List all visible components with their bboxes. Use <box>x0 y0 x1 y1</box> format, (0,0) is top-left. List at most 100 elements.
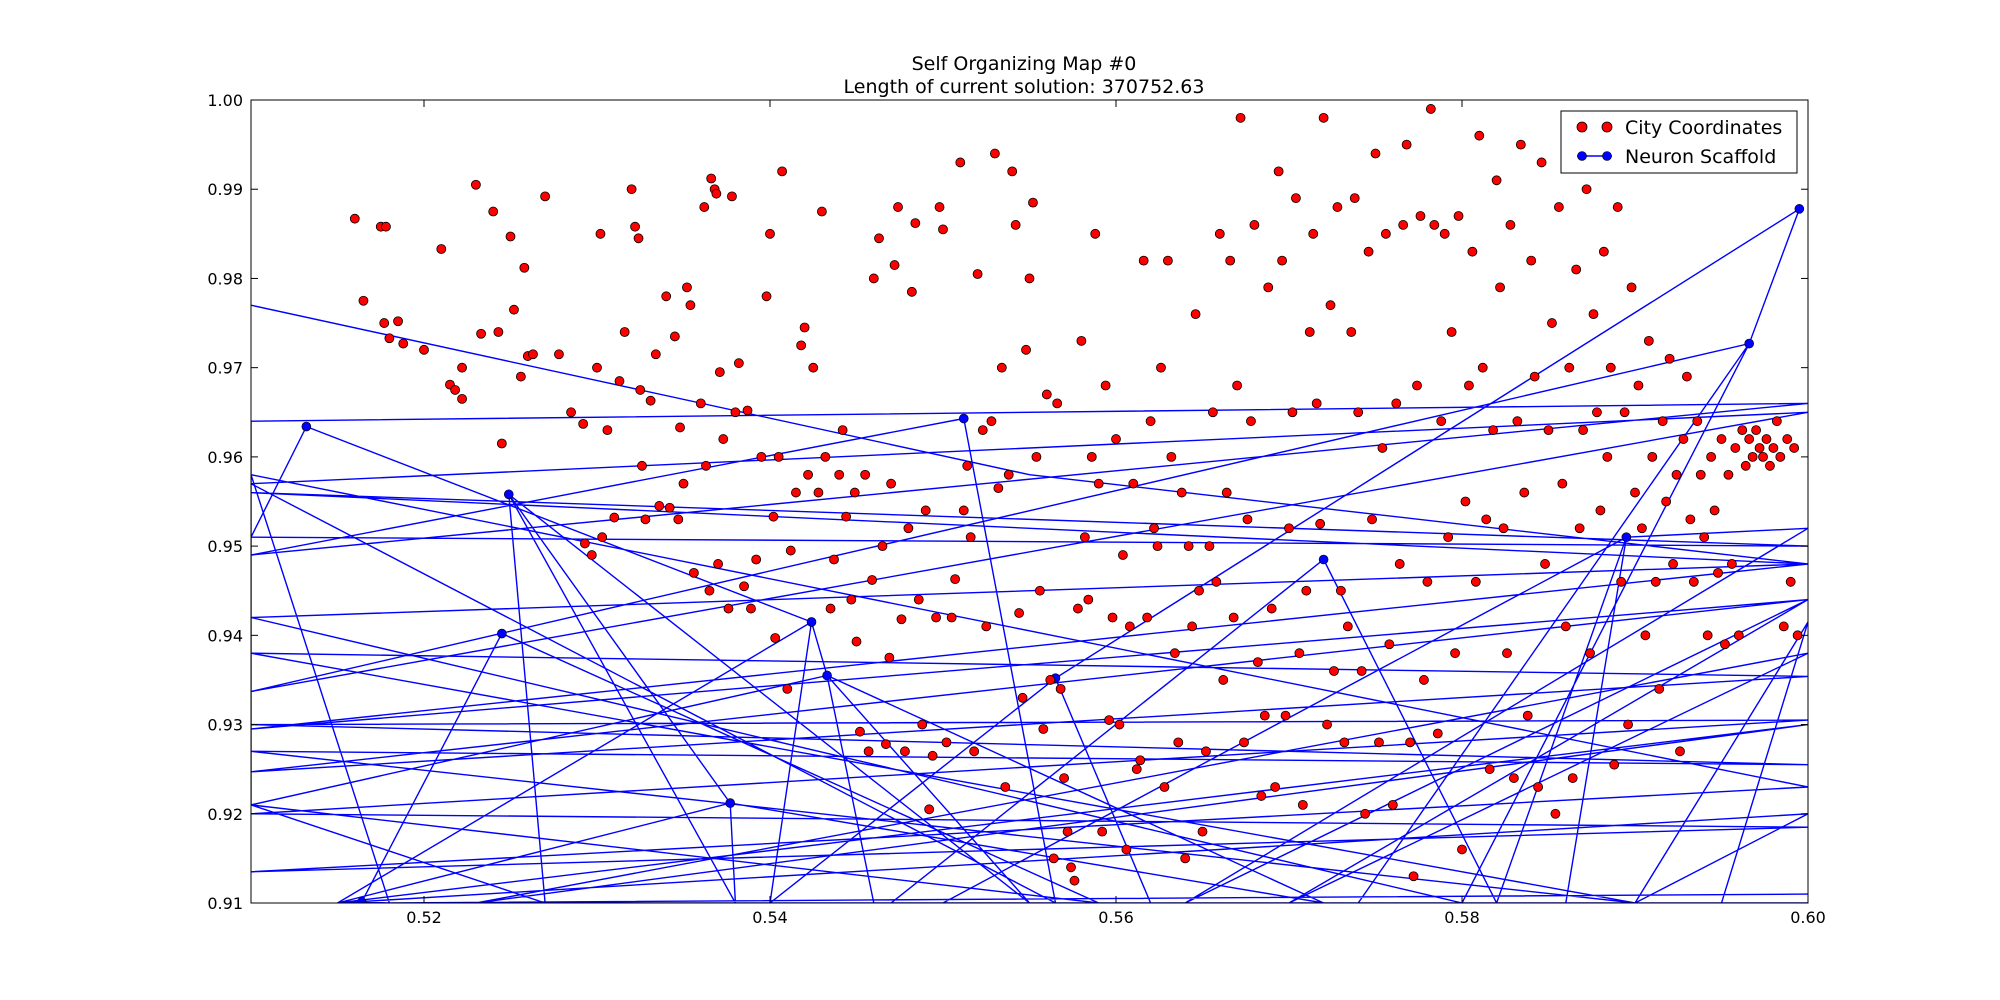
city-point <box>1477 362 1488 373</box>
city-point <box>1284 523 1294 534</box>
city-point <box>723 603 734 614</box>
city-point <box>578 418 589 429</box>
city-point <box>597 532 608 543</box>
city-point <box>609 512 620 523</box>
city-point <box>739 581 749 592</box>
neuron-point <box>1621 532 1632 542</box>
city-point <box>1073 603 1083 614</box>
city-point <box>1062 826 1073 837</box>
city-point <box>1771 416 1782 427</box>
city-point <box>1048 853 1059 864</box>
city-point <box>1765 460 1775 471</box>
city-point <box>509 304 519 315</box>
city-point <box>1408 871 1419 882</box>
city-point <box>1242 514 1253 525</box>
city-point <box>881 739 891 750</box>
city-point <box>384 333 395 344</box>
city-point <box>965 532 976 543</box>
city-point <box>1166 451 1177 462</box>
city-point <box>1342 621 1353 632</box>
city-point <box>1204 541 1215 552</box>
legend: City Coordinates Neuron Scaffold <box>1560 110 1798 174</box>
city-point <box>1688 576 1699 587</box>
city-point <box>1453 211 1464 221</box>
city-point <box>1246 416 1256 427</box>
city-point <box>1024 273 1035 284</box>
legend-city-label: City Coordinates <box>1625 117 1782 139</box>
city-point <box>874 233 884 244</box>
city-point <box>1605 362 1616 373</box>
city-point <box>586 550 597 560</box>
y-tick-label: 0.97 <box>207 359 243 378</box>
city-point <box>1221 487 1232 498</box>
neuron-point <box>958 413 969 424</box>
plot-frame <box>250 99 1809 904</box>
city-point <box>488 206 499 217</box>
city-point <box>1439 228 1450 239</box>
city-point <box>1332 202 1343 212</box>
city-point <box>602 425 613 436</box>
city-point <box>946 612 957 623</box>
city-point <box>1547 318 1557 328</box>
city-point <box>1214 228 1225 239</box>
chart-subtitle: Length of current solution: 370752.63 <box>844 76 1205 98</box>
city-point <box>1391 398 1402 409</box>
city-point <box>903 523 914 534</box>
city-point <box>637 460 647 471</box>
city-point <box>476 328 486 339</box>
city-point <box>855 726 865 737</box>
city-point <box>1280 710 1291 721</box>
city-point <box>1533 782 1544 792</box>
city-point <box>837 425 848 436</box>
y-tick-label: 0.92 <box>207 805 243 824</box>
y-tick-label: 0.98 <box>207 269 243 288</box>
city-point <box>1768 443 1779 453</box>
city-point <box>1173 737 1184 748</box>
city-point <box>1699 532 1710 543</box>
city-point <box>678 478 689 489</box>
city-point <box>1059 773 1069 783</box>
city-point <box>554 349 564 360</box>
city-point <box>1654 683 1665 694</box>
city-point <box>900 746 910 757</box>
city-point <box>791 487 801 498</box>
city-point <box>1374 737 1384 748</box>
city-point <box>1616 576 1627 587</box>
city-point <box>699 202 710 212</box>
city-point <box>701 460 711 471</box>
city-point <box>799 322 810 333</box>
city-point <box>1149 523 1159 534</box>
chart-title: Self Organizing Map #0 <box>912 53 1137 75</box>
city-point <box>1571 264 1582 275</box>
city-point <box>1017 692 1028 703</box>
city-point <box>1190 309 1201 320</box>
legend-box <box>1560 110 1798 174</box>
city-point <box>972 269 983 279</box>
city-point <box>1252 657 1263 667</box>
city-point <box>829 554 839 565</box>
x-tick-label: 0.56 <box>1098 908 1134 927</box>
city-point <box>1131 764 1142 775</box>
city-point <box>718 434 729 444</box>
y-tick-label: 0.95 <box>207 537 243 556</box>
city-point <box>1138 255 1149 266</box>
city-point <box>924 804 935 815</box>
city-point <box>592 362 602 373</box>
city-point <box>358 295 369 306</box>
city-point <box>893 202 903 212</box>
city-point <box>398 338 409 349</box>
city-point <box>1470 576 1481 587</box>
city-point <box>1232 380 1242 391</box>
city-point <box>1526 255 1537 266</box>
x-tick-label: 0.58 <box>1444 908 1480 927</box>
city-point <box>457 393 467 404</box>
x-tick-label: 0.52 <box>406 908 442 927</box>
city-point <box>1730 443 1741 453</box>
city-point <box>927 750 938 761</box>
city-point <box>1675 746 1685 757</box>
city-point <box>1671 469 1682 480</box>
city-point <box>917 719 928 730</box>
city-point <box>1495 282 1505 293</box>
city-point <box>1308 228 1319 239</box>
city-point <box>695 398 706 409</box>
